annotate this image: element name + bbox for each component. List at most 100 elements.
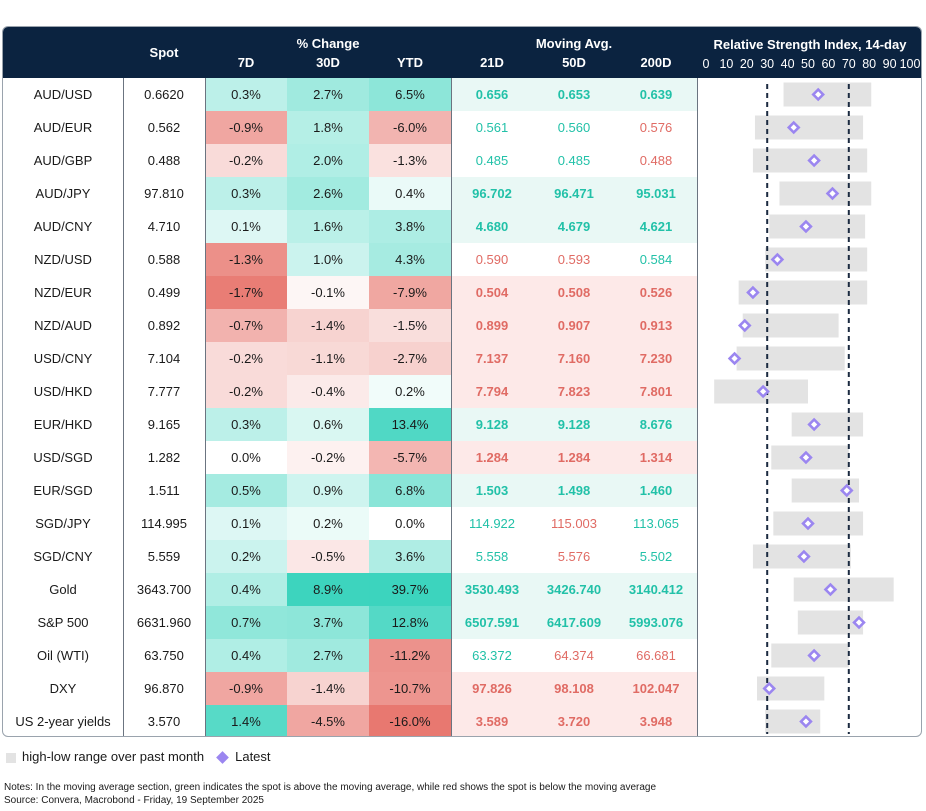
rsi-tick-label: 10: [719, 57, 734, 71]
table-row: Oil (WTI) 63.750 0.4% 2.7% -11.2% 63.372 64.37…: [3, 639, 921, 672]
cell-spot: 9.165: [147, 417, 181, 432]
rsi-latest-marker: [727, 351, 742, 366]
rsi-latest-marker: [823, 582, 838, 597]
cell-ma200: 0.488: [639, 153, 673, 168]
rsi-range-bar: [736, 346, 845, 371]
cell-d7: -0.9%: [205, 111, 287, 144]
cell-d30: -1.4%: [287, 672, 369, 705]
cell-d7: 0.3%: [205, 78, 287, 111]
rsi-tick-label: 0: [702, 57, 710, 71]
cell-ytd: -11.2%: [369, 639, 451, 672]
cell-ma21: 4.680: [451, 210, 533, 243]
cell-d7: -0.2%: [205, 144, 287, 177]
cell-ma21: 114.922: [468, 516, 516, 531]
cell-d7: -0.7%: [205, 309, 287, 342]
cell-spot: 96.870: [144, 681, 184, 696]
header-spot: Spot: [149, 45, 179, 60]
legend-latest-label: Latest: [235, 749, 271, 764]
cell-spot: 97.810: [144, 186, 184, 201]
column-separator: [205, 78, 206, 736]
cell-d30: 0.2%: [287, 507, 369, 540]
cell-ytd: 0.2%: [369, 375, 451, 408]
cell-ma21: 5.558: [475, 549, 509, 564]
cell-label: AUD/USD: [33, 87, 93, 102]
rsi-latest-marker: [756, 384, 770, 399]
cell-spot: 3.570: [147, 714, 181, 729]
legend: high-low range over past month Latest: [6, 749, 271, 764]
rsi-range-bar: [791, 412, 864, 437]
cell-ma21: 7.794: [451, 375, 533, 408]
cell-d30: 0.6%: [287, 408, 369, 441]
rsi-range-bar: [754, 115, 864, 140]
cell-ma21: 0.504: [451, 276, 533, 309]
cell-label: NZD/EUR: [34, 285, 92, 300]
notes-line-1: Notes: In the moving average section, gr…: [4, 782, 657, 793]
cell-spot: 114.995: [140, 516, 188, 531]
rsi-latest-marker: [801, 516, 815, 531]
cell-ma21: 0.590: [475, 252, 509, 267]
cell-ma21: 1.503: [451, 474, 533, 507]
cell-ma21: 9.128: [451, 408, 533, 441]
legend-range-label: high-low range over past month: [22, 749, 205, 764]
rsi-latest-marker: [762, 681, 777, 696]
cell-ma50: 4.679: [533, 210, 615, 243]
table-row: US 2-year yields 3.570 1.4% -4.5% -16.0% 3.58…: [3, 705, 921, 736]
cell-label: AUD/CNY: [33, 219, 93, 234]
rsi-latest-marker: [770, 252, 785, 267]
cell-d30: 2.0%: [287, 144, 369, 177]
rsi-latest-marker: [825, 186, 840, 201]
cell-ytd: -1.3%: [369, 144, 451, 177]
rsi-tick-label: 90: [882, 57, 897, 71]
header-moving-avg: Moving Avg.: [535, 36, 613, 51]
cell-spot: 0.499: [147, 285, 181, 300]
table-row: NZD/USD 0.588 -1.3% 1.0% 4.3% 0.590 0.593 0.584: [3, 243, 921, 276]
cell-ma21: 0.485: [475, 153, 509, 168]
cell-label: S&P 500: [37, 615, 89, 630]
rsi-latest-marker: [746, 285, 760, 300]
rsi-latest-marker: [807, 417, 821, 432]
table-row: DXY 96.870 -0.9% -1.4% -10.7% 97.826 98.108 102…: [3, 672, 921, 705]
cell-ytd: -5.7%: [369, 441, 451, 474]
rsi-range-bar: [779, 181, 872, 206]
rsi-tick-label: 40: [780, 57, 795, 71]
header-ytd: YTD: [397, 55, 423, 70]
range-swatch: [6, 752, 16, 763]
rsi-tick-label: 20: [739, 57, 754, 71]
cell-ma50: 7.823: [533, 375, 615, 408]
cell-ma200: 1.314: [615, 441, 697, 474]
rsi-latest-marker: [839, 483, 854, 498]
rsi-tick-label: 80: [862, 57, 877, 71]
cell-d7: 0.5%: [205, 474, 287, 507]
cell-spot: 0.588: [147, 252, 181, 267]
cell-spot: 0.562: [147, 120, 181, 135]
cell-ma50: 3426.740: [533, 573, 615, 606]
cell-label: USD/SGD: [33, 450, 93, 465]
cell-d7: -0.2%: [205, 375, 287, 408]
rsi-latest-marker: [799, 450, 813, 465]
table-row: USD/CNY 7.104 -0.2% -1.1% -2.7% 7.137 7.160 7.2…: [3, 342, 921, 375]
cell-d7: 0.1%: [205, 507, 287, 540]
cell-ma200: 95.031: [615, 177, 697, 210]
cell-ma21: 97.826: [451, 672, 533, 705]
rsi-tick-label: 50: [801, 57, 815, 71]
cell-d30: 1.6%: [287, 210, 369, 243]
cell-ma50: 64.374: [554, 648, 594, 663]
cell-d30: -0.2%: [287, 441, 369, 474]
cell-d7: 0.0%: [205, 441, 287, 474]
cell-ytd: 6.8%: [369, 474, 451, 507]
cell-d7: 0.4%: [205, 639, 287, 672]
rsi-tick-label: 100: [899, 57, 921, 71]
cell-ma50: 0.593: [557, 252, 591, 267]
header-30d: 30D: [316, 55, 340, 70]
rsi-range-bar: [797, 610, 864, 635]
cell-ma200: 0.639: [615, 78, 697, 111]
table-row: SGD/CNY 5.559 0.2% -0.5% 3.6% 5.558 5.576 5.502: [3, 540, 921, 573]
cell-ma21: 7.137: [451, 342, 533, 375]
cell-d30: 2.6%: [287, 177, 369, 210]
cell-ma50: 0.485: [557, 153, 591, 168]
cell-d7: 0.1%: [205, 210, 287, 243]
notes: Notes: In the moving average section, gr…: [4, 781, 656, 807]
cell-ma50: 0.653: [533, 78, 615, 111]
cell-label: SGD/CNY: [33, 549, 93, 564]
cell-d30: 0.9%: [287, 474, 369, 507]
